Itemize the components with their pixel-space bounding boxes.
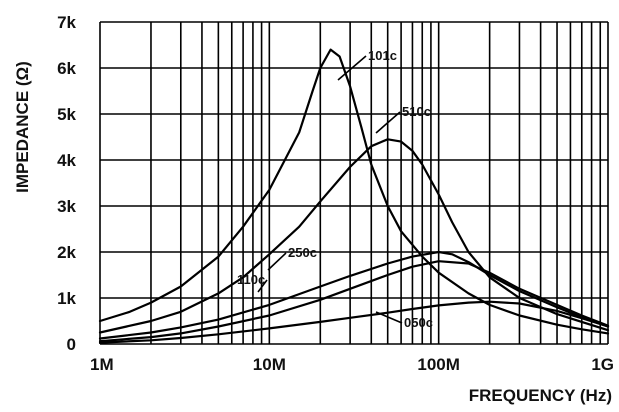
series-lines [98, 48, 610, 344]
series-label-510c: 510c [402, 104, 431, 119]
x-axis-title: FREQUENCY (Hz) [469, 386, 612, 405]
series-label-101c: 101c [368, 48, 397, 63]
y-tick-label: 5k [57, 105, 76, 124]
series-labels: 101c 510c 250c 110c 050c [237, 48, 433, 330]
label-leader-510c [375, 111, 401, 134]
series-line-110c [98, 260, 610, 343]
grid [99, 21, 609, 345]
tick-labels: 1M 10M 100M 1G 0 1k 2k 3k 4k 5k 6k 7k [57, 13, 614, 374]
y-tick-label: 0 [67, 335, 76, 354]
y-tick-label: 2k [57, 243, 76, 262]
y-tick-label: 6k [57, 59, 76, 78]
label-leader-101c [337, 55, 367, 81]
series-line-101c [98, 48, 610, 335]
y-tick-label: 1k [57, 289, 76, 308]
x-tick-label: 100M [417, 355, 460, 374]
x-tick-label: 1G [591, 355, 614, 374]
y-tick-label: 4k [57, 151, 76, 170]
series-line-250c [98, 250, 610, 340]
series-label-050c: 050c [404, 315, 433, 330]
y-tick-label: 3k [57, 197, 76, 216]
series-label-110c: 110c [237, 272, 265, 287]
label-leader-110c [257, 279, 268, 293]
label-leader-050c [375, 311, 403, 324]
y-axis-title: IMPEDANCE (Ω) [13, 61, 32, 193]
series-line-050c [98, 300, 610, 344]
y-tick-label: 7k [57, 13, 76, 32]
x-tick-label: 1M [90, 355, 114, 374]
series-line-510c [98, 138, 610, 334]
label-leader-250c [267, 252, 287, 271]
series-label-250c: 250c [288, 245, 317, 260]
x-tick-label: 10M [253, 355, 286, 374]
